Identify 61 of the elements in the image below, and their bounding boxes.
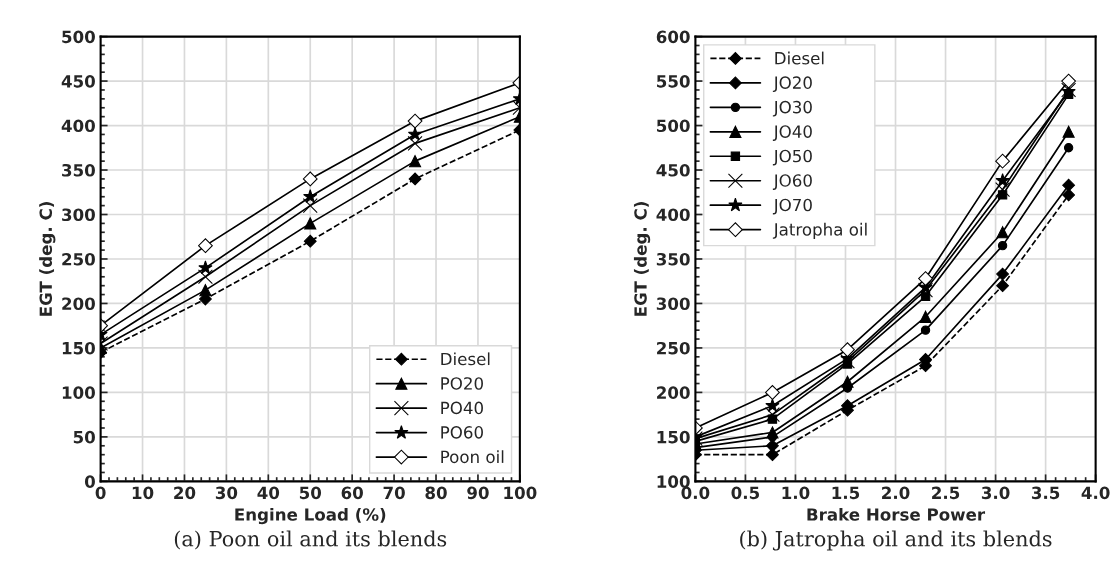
legend-label: PO40	[441, 401, 483, 415]
x-tick-label: 0.5	[731, 486, 760, 500]
y-tick-label: 150	[657, 430, 690, 444]
y-tick-label: 500	[657, 119, 690, 133]
y-tick-label: 50	[73, 430, 95, 444]
text: (b) Jatropha oil and its blends	[740, 530, 1052, 551]
y-tick-label: 100	[62, 386, 95, 399]
x-tick-label: 30	[215, 486, 238, 500]
legend-label: Poon oil	[441, 450, 504, 464]
x-axis-title: Brake Horse Power	[807, 507, 986, 521]
x-tick-label: 40	[257, 486, 280, 500]
y-tick-label: 450	[61, 75, 95, 88]
y-axis-title: EGT (deg. C)	[633, 202, 651, 316]
legend-label: PO20	[441, 377, 483, 390]
x-tick-label: 2.0	[882, 486, 910, 500]
x-tick-label: 20	[174, 486, 196, 500]
y-tick-label: 100	[657, 475, 690, 488]
x-tick-label: 1.5	[832, 486, 860, 500]
x-tick-label: 2.5	[932, 486, 960, 500]
y-axis-title: EGT (deg. C)	[39, 202, 56, 316]
y-tick-label: 300	[656, 297, 690, 311]
x-tick-label: 50	[299, 486, 322, 500]
y-tick-label: 400	[61, 119, 95, 133]
y-tick-label: 450	[656, 163, 690, 177]
legend-label: JO20	[772, 76, 812, 93]
x-tick-label: 3.5	[1031, 486, 1060, 500]
x-tick-label: 10	[132, 486, 154, 500]
x-tick-label: 0.0	[681, 486, 710, 500]
text: (a) Poon oil and its blends	[174, 530, 447, 550]
x-tick-label: 60	[341, 486, 363, 500]
y-tick-label: 600	[656, 30, 690, 44]
y-tick-label: 350	[656, 252, 690, 266]
y-tick-label: 250	[657, 341, 690, 355]
y-tick-label: 500	[62, 30, 95, 44]
y-tick-label: 550	[657, 75, 690, 88]
legend-label: Jatropha oil	[772, 222, 867, 239]
x-tick-label: 90	[467, 486, 489, 500]
x-tick-label: 70	[383, 486, 405, 500]
y-tick-label: 400	[656, 208, 690, 222]
legend-label: JO40	[772, 125, 812, 141]
x-tick-label: 100	[504, 486, 537, 500]
x-tick-label: 3.0	[981, 486, 1010, 500]
y-tick-label: 200	[62, 297, 95, 311]
legend-label: Diesel	[441, 352, 490, 366]
x-tick-label: 80	[425, 486, 447, 500]
x-tick-label: 4.0	[1081, 486, 1110, 500]
legend-label: JO50	[772, 149, 812, 166]
legend-label: Diesel	[775, 51, 824, 65]
x-axis-title: Engine Load (%)	[235, 507, 386, 525]
legend-label: JO30	[772, 100, 812, 117]
legend-label: JO60	[772, 174, 812, 190]
y-tick-label: 250	[62, 252, 95, 266]
y-tick-label: 300	[62, 208, 95, 222]
y-tick-label: 0	[84, 475, 95, 488]
legend-label: JO70	[772, 198, 812, 215]
x-tick-label: 1.0	[782, 486, 810, 500]
x-tick-label: 0	[95, 486, 106, 500]
y-tick-label: 150	[62, 341, 95, 355]
y-tick-label: 200	[657, 386, 690, 399]
legend-label: PO60	[441, 426, 483, 439]
y-tick-label: 350	[62, 163, 95, 177]
